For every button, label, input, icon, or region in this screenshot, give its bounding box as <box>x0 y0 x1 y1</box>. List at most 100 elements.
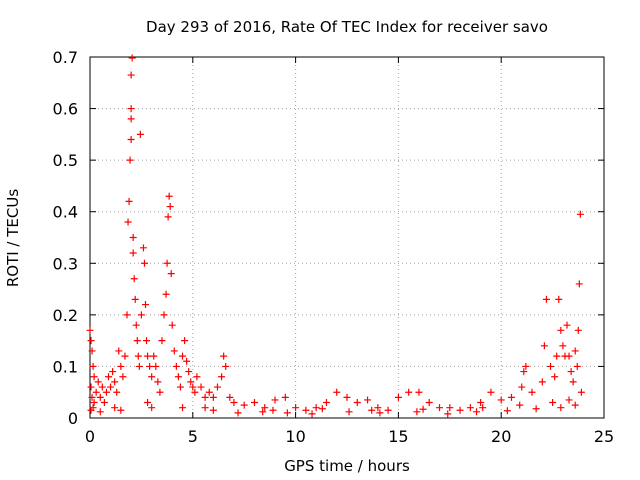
data-point <box>176 383 184 391</box>
data-point <box>133 337 141 345</box>
data-point <box>201 393 209 401</box>
data-point <box>88 393 96 401</box>
data-point <box>567 368 575 376</box>
data-point <box>226 393 234 401</box>
data-point <box>234 409 242 417</box>
data-point <box>343 393 351 401</box>
data-point <box>565 352 573 360</box>
data-point <box>136 130 144 138</box>
data-point <box>308 410 316 418</box>
data-point <box>425 399 433 407</box>
data-point <box>415 388 423 396</box>
data-point <box>446 404 454 412</box>
data-point <box>172 362 180 370</box>
data-point <box>551 373 559 381</box>
data-point <box>140 259 148 267</box>
y-tick-label: 0 <box>68 409 78 428</box>
y-tick-label: 0.5 <box>53 151 78 170</box>
data-point <box>150 352 158 360</box>
data-point <box>497 396 505 404</box>
data-point <box>220 352 228 360</box>
data-point <box>102 388 110 396</box>
data-point <box>132 321 140 329</box>
data-point <box>250 399 258 407</box>
data-point <box>158 337 166 345</box>
data-point <box>179 352 187 360</box>
data-point <box>144 399 152 407</box>
data-point <box>230 399 238 407</box>
data-point <box>573 362 581 370</box>
data-point <box>575 280 583 288</box>
data-point <box>542 295 550 303</box>
data-point <box>143 337 151 345</box>
data-point <box>576 210 584 218</box>
data-point <box>146 362 154 370</box>
data-point <box>115 347 123 355</box>
data-point <box>312 404 320 412</box>
data-point <box>574 326 582 334</box>
data-point <box>185 368 193 376</box>
data-point <box>487 388 495 396</box>
data-point <box>98 383 106 391</box>
data-point <box>209 393 217 401</box>
data-point <box>201 404 209 412</box>
data-point <box>130 275 138 283</box>
data-point <box>520 368 528 376</box>
data-point <box>163 259 171 267</box>
data-point <box>165 192 173 200</box>
x-axis-title: GPS time / hours <box>284 457 410 475</box>
data-point <box>376 409 384 417</box>
data-point <box>456 406 464 414</box>
data-point <box>152 362 160 370</box>
data-point <box>139 244 147 252</box>
data-point <box>96 393 104 401</box>
data-point <box>516 401 524 409</box>
data-point <box>197 383 205 391</box>
data-point <box>205 388 213 396</box>
x-tick-label: 25 <box>594 427 614 446</box>
data-point <box>302 406 310 414</box>
data-point <box>479 404 487 412</box>
x-tick-label: 10 <box>285 427 305 446</box>
data-point <box>522 362 530 370</box>
data-point <box>557 326 565 334</box>
data-point <box>193 373 201 381</box>
data-point <box>86 326 94 334</box>
data-point <box>148 373 156 381</box>
data-point <box>181 337 189 345</box>
data-point <box>88 347 96 355</box>
y-tick-label: 0.4 <box>53 203 78 222</box>
x-tick-label: 15 <box>388 427 408 446</box>
data-point <box>569 378 577 386</box>
data-point <box>111 378 119 386</box>
axis-ticks <box>89 56 605 419</box>
data-point <box>218 373 226 381</box>
data-point <box>119 373 127 381</box>
data-point <box>148 404 156 412</box>
data-point <box>259 408 267 416</box>
data-point <box>540 342 548 350</box>
data-point <box>209 406 217 414</box>
data-point <box>405 388 413 396</box>
data-point <box>292 404 300 412</box>
data-point <box>128 54 136 62</box>
data-point <box>135 362 143 370</box>
data-point <box>271 396 279 404</box>
data-point <box>528 388 536 396</box>
data-points <box>86 54 585 418</box>
data-point <box>353 399 361 407</box>
y-tick-label: 0.3 <box>53 254 78 273</box>
data-point <box>137 311 145 319</box>
data-point <box>507 393 515 401</box>
data-point <box>222 362 230 370</box>
data-point <box>547 362 555 370</box>
data-point <box>549 399 557 407</box>
data-point <box>109 368 117 376</box>
data-point <box>240 401 248 409</box>
data-point <box>559 342 567 350</box>
gridlines <box>90 57 604 418</box>
data-point <box>571 347 579 355</box>
data-point <box>129 234 137 241</box>
data-point <box>107 383 115 391</box>
